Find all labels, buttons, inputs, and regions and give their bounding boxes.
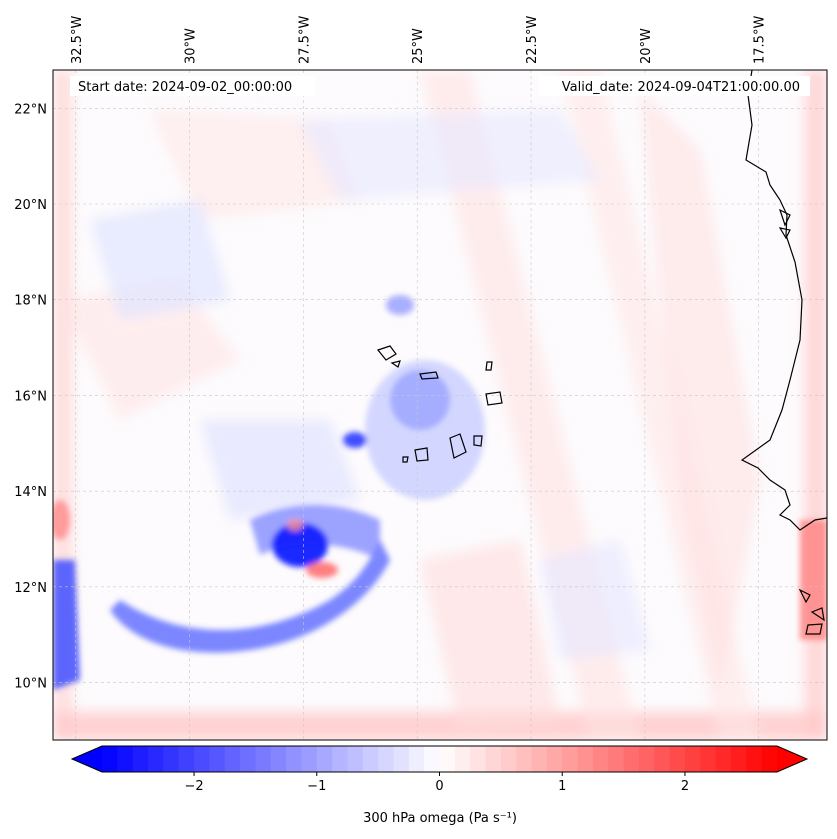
island-santiago (449, 433, 467, 459)
lon-tick-label: 22.5°W (525, 16, 540, 64)
island-maio (473, 435, 483, 447)
island-sao-vicente (390, 360, 401, 368)
colorbar-bin (378, 746, 395, 772)
island-boa-vista (485, 391, 503, 406)
colorbar-bin (209, 746, 226, 772)
colorbar-bins (72, 746, 807, 772)
colorbar-tick-label: 2 (681, 779, 689, 794)
colorbar: −2 −1 0 1 2 300 hPa omega (Pa s⁻¹) (70, 745, 809, 826)
colorbar-bin (332, 746, 349, 772)
colorbar-bin (240, 746, 257, 772)
colorbar-bin (102, 746, 118, 772)
colorbar-bin (500, 746, 517, 772)
colorbar-bin (623, 746, 640, 772)
colorbar-bin (715, 746, 732, 772)
colorbar-tick-label: 0 (435, 779, 443, 794)
colorbar-bin (439, 746, 456, 772)
colorbar-bin (393, 746, 410, 772)
island-brava (402, 456, 409, 463)
omega-field (53, 70, 827, 740)
colorbar-bin (408, 746, 425, 772)
field-background (53, 70, 827, 740)
colorbar-bin (286, 746, 303, 772)
island-fogo (414, 447, 429, 462)
colorbar-bin (301, 746, 318, 772)
colorbar-bin (362, 746, 379, 772)
island-sal (485, 361, 493, 371)
colorbar-bin (132, 746, 149, 772)
lat-tick-label: 10°N (14, 677, 47, 692)
coast-islet (798, 588, 811, 604)
colorbar-bin (148, 746, 164, 772)
colorbar-ticks: −2 −1 0 1 2 (184, 772, 689, 794)
start-date-label: Start date: 2024-09-02_00:00:00 (78, 80, 292, 95)
colorbar-outline (70, 745, 809, 773)
colorbar-bin (347, 746, 364, 772)
colorbar-tick-label: 1 (558, 779, 566, 794)
field-features (53, 295, 827, 690)
colorbar-bin (684, 746, 701, 772)
lon-tick-label: 27.5°W (297, 16, 312, 64)
island-santo-antao (376, 345, 397, 361)
colorbar-bin (562, 746, 579, 772)
island-sao-nicolau (419, 371, 439, 380)
colorbar-bin (424, 746, 441, 772)
valid-date-label: Valid_date: 2024-09-04T21:00:00.00 (562, 80, 800, 95)
colorbar-bin (546, 746, 563, 772)
longitude-labels: 32.5°W 30°W 27.5°W 25°W 22.5°W 20°W 17.5°W (70, 16, 768, 64)
colorbar-bin (470, 746, 487, 772)
colorbar-bin (638, 746, 655, 772)
colorbar-bin (592, 746, 609, 772)
colorbar-extend-min (72, 746, 102, 772)
colorbar-bin (746, 746, 763, 772)
colorbar-bin (178, 746, 195, 772)
lon-tick-label: 32.5°W (70, 16, 85, 64)
colorbar-bin (730, 746, 747, 772)
colorbar-bin (761, 746, 778, 772)
colorbar-bin (224, 746, 241, 772)
colorbar-extend-max (777, 746, 807, 772)
colorbar-bin (577, 746, 594, 772)
colorbar-bin (270, 746, 287, 772)
coast-islet (778, 208, 791, 227)
colorbar-bin (316, 746, 333, 772)
colorbar-bin (516, 746, 533, 772)
africa-coast (740, 70, 827, 531)
valid-date-box (538, 76, 810, 96)
latitude-labels: 22°N 20°N 18°N 16°N 14°N 12°N 10°N (14, 102, 47, 691)
coast-islet (805, 623, 823, 635)
coast-islet (778, 227, 791, 240)
colorbar-bin (255, 746, 272, 772)
lat-tick-label: 16°N (14, 389, 47, 404)
colorbar-bin (163, 746, 180, 772)
lat-tick-label: 22°N (14, 102, 47, 117)
colorbar-bin (608, 746, 625, 772)
colorbar-bin (194, 746, 210, 772)
lat-tick-label: 20°N (14, 198, 47, 213)
coastline (376, 70, 827, 635)
colorbar-bin (454, 746, 471, 772)
lon-tick-label: 25°W (411, 28, 426, 64)
colorbar-bin (117, 746, 134, 772)
lat-tick-label: 18°N (14, 294, 47, 309)
lat-tick-label: 14°N (14, 485, 47, 500)
colorbar-bin (531, 746, 548, 772)
colorbar-bin (485, 746, 502, 772)
map-frame (52, 69, 828, 741)
colorbar-bin (700, 746, 717, 772)
colorbar-tick-label: −1 (307, 779, 326, 794)
lon-tick-label: 20°W (639, 28, 654, 64)
graticule (53, 70, 827, 740)
lat-tick-label: 12°N (14, 581, 47, 596)
coast-islet (810, 607, 825, 622)
colorbar-label: 300 hPa omega (Pa s⁻¹) (363, 811, 517, 826)
lon-tick-label: 17.5°W (753, 16, 768, 64)
colorbar-bin (669, 746, 686, 772)
start-date-box (70, 76, 315, 96)
lon-tick-label: 30°W (184, 28, 199, 64)
colorbar-bin (654, 746, 671, 772)
colorbar-tick-label: −2 (184, 779, 203, 794)
